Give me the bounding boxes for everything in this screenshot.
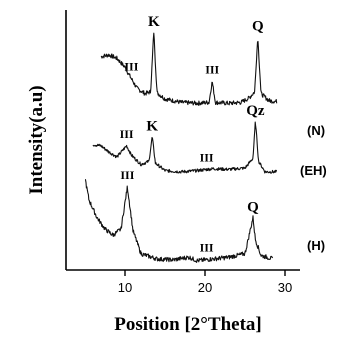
peak-annotations: III K III Q III K III Qz III III Q <box>120 14 265 255</box>
traces <box>84 32 278 263</box>
peak-label: K <box>146 119 158 135</box>
peak-label: III <box>200 241 214 255</box>
series-label: (N) <box>307 123 325 138</box>
series-labels: (N) (EH) (H) <box>300 123 327 253</box>
peak-label: III <box>120 168 134 182</box>
peak-label: Q <box>247 200 259 216</box>
peak-label: K <box>148 14 160 30</box>
series-line-0 <box>100 32 278 106</box>
peak-label: III <box>205 62 219 76</box>
y-axis-title: Intensity(a.u) <box>26 85 47 194</box>
x-tick-label: 30 <box>278 280 292 295</box>
peak-label: III <box>200 150 214 164</box>
series-label: (H) <box>307 238 325 253</box>
series-label: (EH) <box>300 163 327 178</box>
x-tick-label: 10 <box>118 280 132 295</box>
x-tick-label: 20 <box>198 280 212 295</box>
series-line-1 <box>92 121 278 174</box>
x-ticks: 10 20 30 <box>118 270 292 295</box>
peak-label: III <box>124 60 138 74</box>
peak-label: III <box>120 127 134 141</box>
x-axis-title: Position [2°Theta] <box>114 314 261 335</box>
peak-label: Q <box>252 18 264 34</box>
peak-label: Qz <box>246 103 265 119</box>
series-line-2 <box>84 179 274 263</box>
